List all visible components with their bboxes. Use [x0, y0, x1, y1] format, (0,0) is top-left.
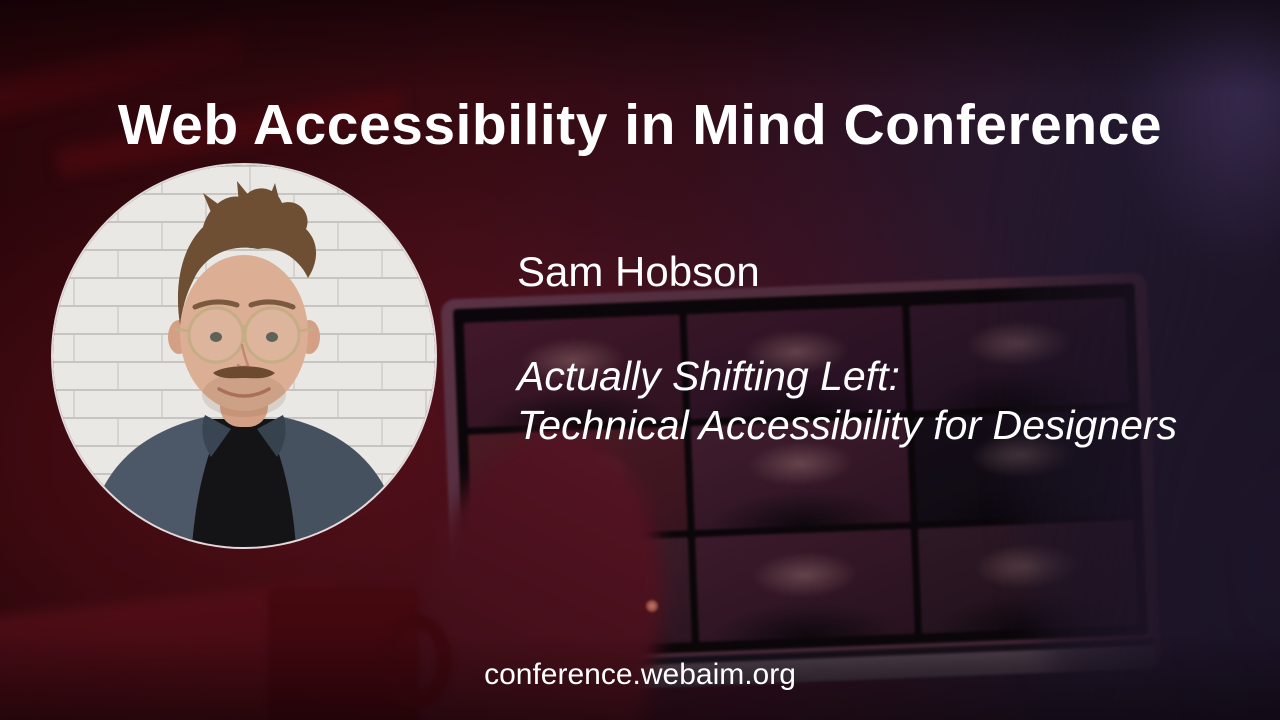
mug	[268, 588, 452, 720]
bracelet-glint	[646, 600, 658, 612]
talk-title-line1: Actually Shifting Left:	[517, 353, 900, 399]
conference-title: Web Accessibility in Mind Conference	[117, 93, 1163, 158]
speaker-photo	[53, 165, 435, 547]
site-url: conference.webaim.org	[484, 658, 796, 691]
talk-title-line2: Technical Accessibility for Designers	[517, 402, 1178, 448]
speaker-name: Sam Hobson	[517, 248, 760, 295]
talk-title: Actually Shifting Left: Technical Access…	[517, 352, 1177, 450]
video-tile	[694, 529, 915, 643]
